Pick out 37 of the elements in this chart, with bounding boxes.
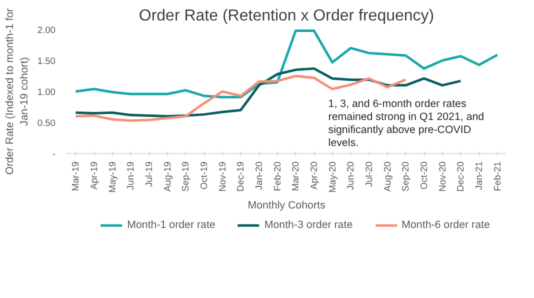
x-tick-label: Jul-19 [144,161,154,187]
x-tick-label: Jun-19 [126,161,136,190]
y-tick-label: - [52,149,56,159]
y-tick-label: 0.50 [37,118,56,128]
y-tick-label: 1.00 [37,87,56,97]
x-tick-label: Jul-20 [364,161,374,187]
x-tick-label: Sep-20 [400,161,411,192]
y-tick-label: 2.00 [37,25,56,35]
y-tick-label: 1.50 [37,56,56,66]
x-tick-label: Oct-19 [199,161,209,190]
legend-label: Month-6 order rate [402,219,490,231]
x-tick-label: Nov-20 [437,161,448,192]
x-tick-label: Apr-20 [309,162,319,190]
x-tick-label: Apr-19 [89,162,99,190]
legend-label: Month-3 order rate [264,219,353,231]
y-axis-title: Order Rate (Indexed to month-1 for Jan-19 cohort) [4,8,30,175]
x-tick-label: Dec-20 [456,161,466,192]
x-tick-label: Feb-21 [492,161,502,192]
x-tick-label: Aug-19 [162,161,172,192]
x-tick-label: Jan-20 [254,161,264,190]
chart-title: Order Rate (Retention x Order frequency) [138,8,434,24]
x-tick-label: May-20 [327,161,338,193]
x-tick-label: May-19 [107,161,118,193]
x-tick-label: Feb-20 [272,161,282,192]
x-tick-label: Aug-20 [382,161,392,192]
x-tick-label: Oct-20 [419,161,429,190]
x-tick-label: Sep-19 [180,161,191,192]
legend-label: Month-1 order rate [127,219,216,231]
x-tick-label: Nov-19 [217,161,228,192]
x-tick-label: Jun-20 [346,161,356,190]
x-tick-label: Mar-20 [290,162,301,192]
x-tick-label: Jan-21 [474,161,484,190]
x-tick-label: Dec-19 [236,161,246,192]
line-series [74,30,499,98]
x-axis-title: Monthly Cohorts [248,200,326,212]
annotation: 1, 3, and 6-month order rates remained strong in Q1 2021, and significantly above pre-COVID levels. [328,98,484,149]
x-tick-label: Mar-19 [70,162,81,192]
